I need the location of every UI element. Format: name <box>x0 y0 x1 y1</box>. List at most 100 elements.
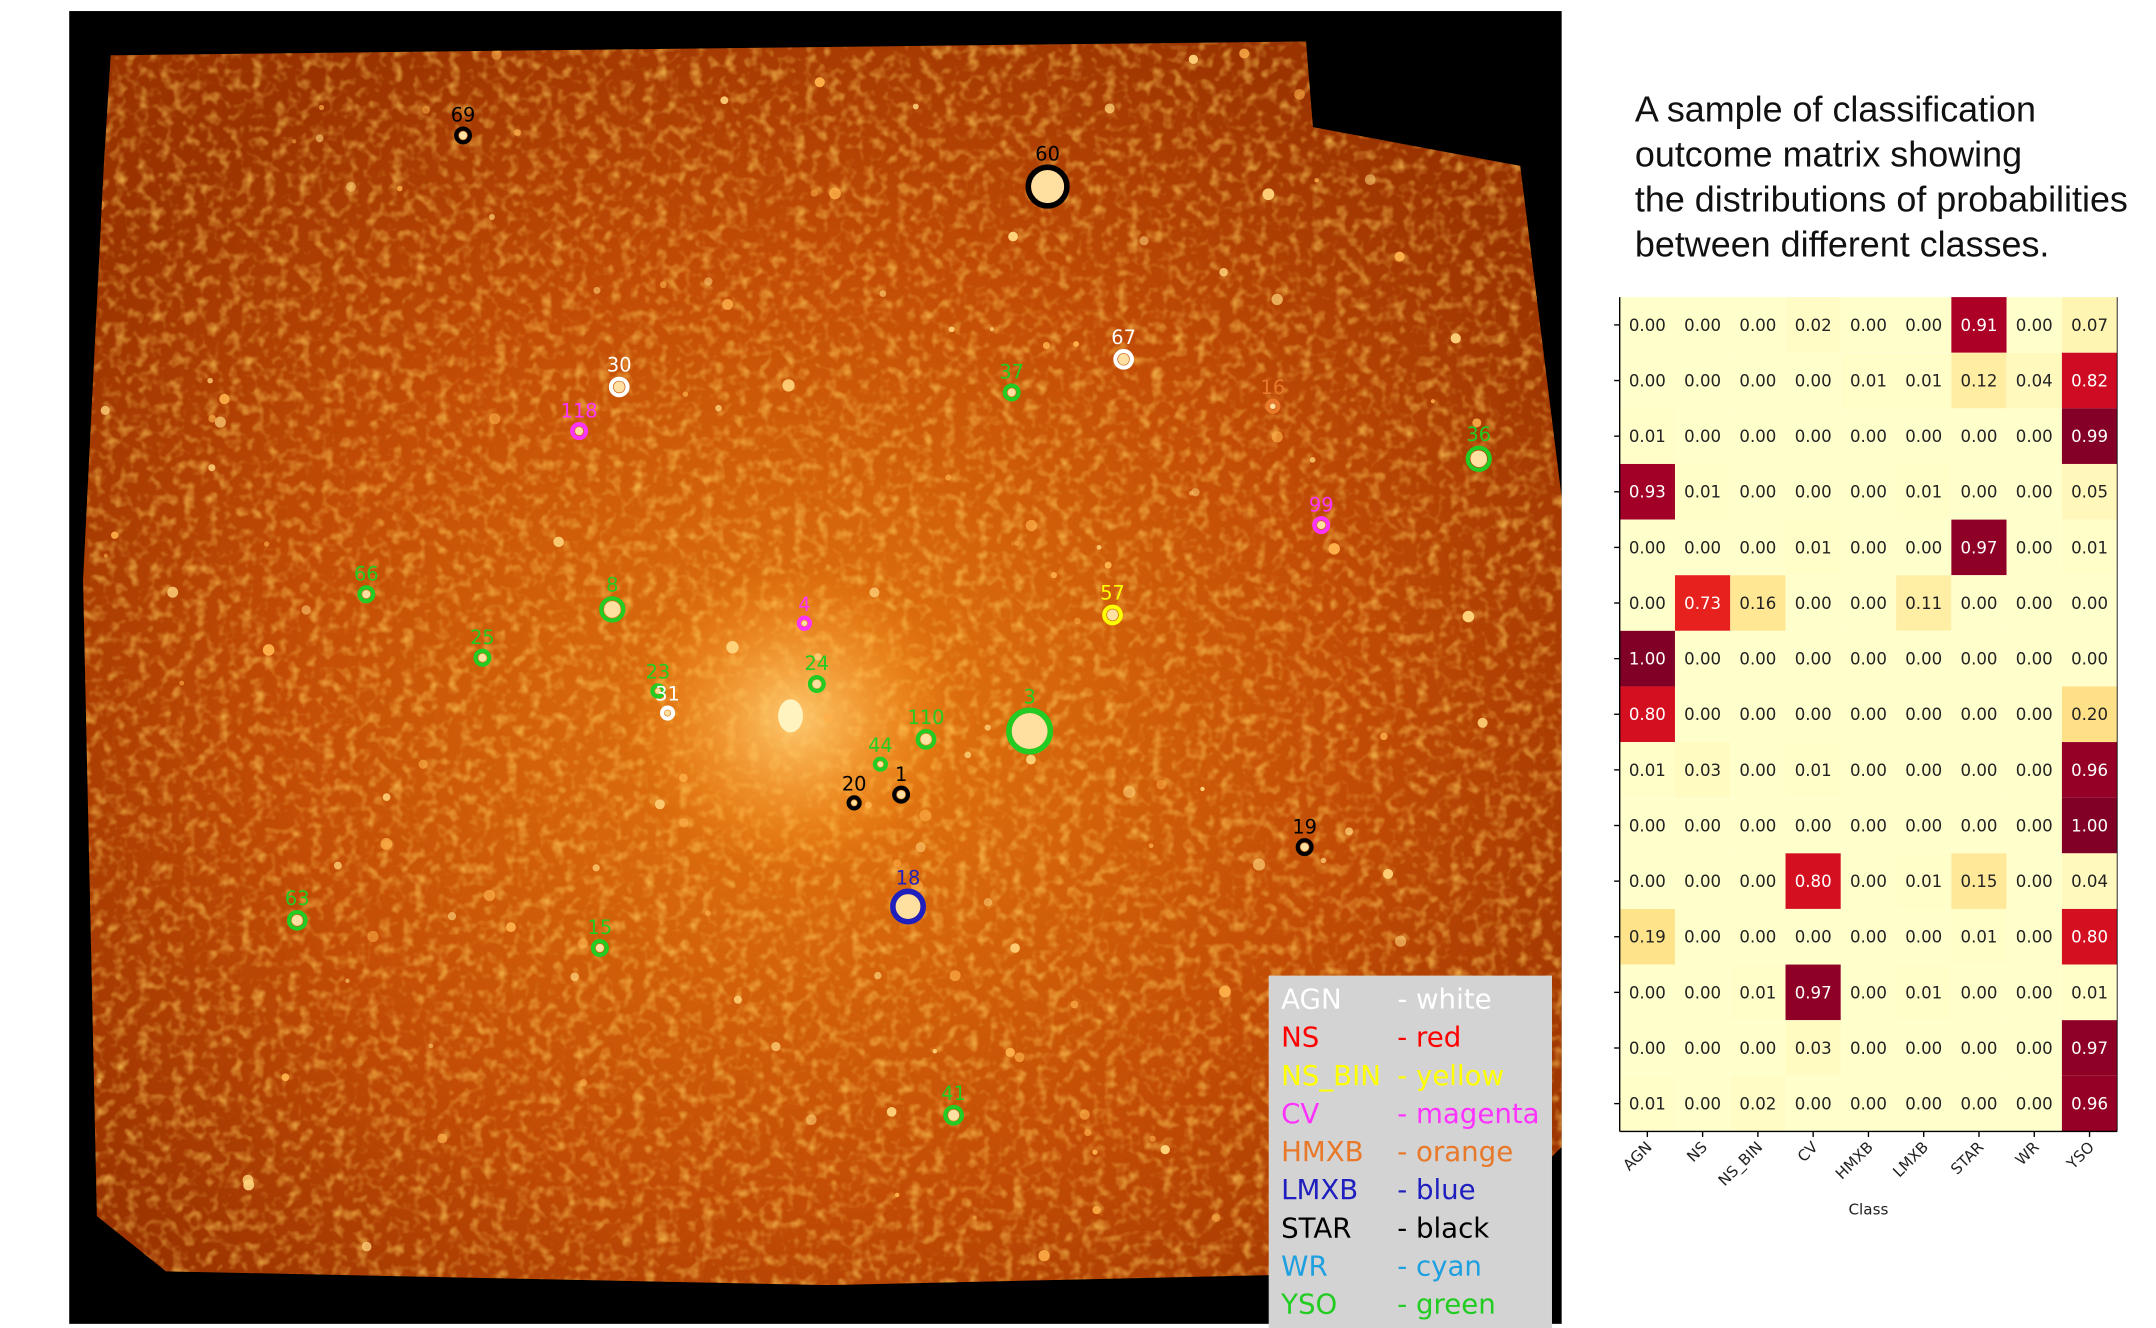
cell-value: 0.00 <box>2016 705 2053 724</box>
cell-value: 0.00 <box>1905 816 1942 835</box>
cell-value: 0.00 <box>1739 650 1776 669</box>
cell-value: 0.97 <box>2071 1039 2108 1058</box>
legend-name: YSO <box>1280 1288 1337 1321</box>
star-spot <box>243 1180 254 1191</box>
legend-name: HMXB <box>1281 1135 1363 1168</box>
cell-value: 0.00 <box>1850 1039 1887 1058</box>
cell-value: 0.00 <box>1961 650 1998 669</box>
source-label: 36 <box>1466 423 1491 446</box>
figure: 6960673011837163699668252331424573110441… <box>0 0 2156 1328</box>
cell-value: 0.80 <box>1795 872 1832 891</box>
source-core <box>1031 170 1064 203</box>
cell-value: 0.00 <box>2016 983 2053 1002</box>
star-spot <box>1074 618 1080 624</box>
star-spot <box>949 326 955 332</box>
source-label: 18 <box>896 866 921 889</box>
star-spot <box>1431 399 1435 403</box>
legend-color-name: - blue <box>1397 1173 1475 1206</box>
star-spot <box>1271 294 1282 305</box>
source-core <box>362 590 370 598</box>
cell-value: 0.01 <box>1850 371 1887 390</box>
description-line: outcome matrix showing <box>1635 134 2022 175</box>
star-spot <box>167 587 178 598</box>
cell-value: 0.00 <box>1684 371 1721 390</box>
star-spot <box>264 541 269 546</box>
cell-value: 0.00 <box>1795 371 1832 390</box>
source-core <box>1270 404 1276 410</box>
star-spot <box>207 378 213 384</box>
cell-value: 0.00 <box>1961 1039 1998 1058</box>
source-label: 57 <box>1100 582 1125 605</box>
star-spot <box>984 898 992 906</box>
cell-value: 0.96 <box>2071 761 2108 780</box>
cell-value: 0.00 <box>1629 1039 1666 1058</box>
star-spot <box>362 1242 372 1252</box>
star-spot <box>1219 268 1228 277</box>
star-spot <box>782 379 794 391</box>
star-spot <box>655 799 665 809</box>
cell-value: 0.00 <box>1739 483 1776 502</box>
star-spot <box>1451 333 1461 343</box>
star-spot <box>553 537 564 548</box>
star-spot <box>179 681 184 686</box>
star-spot <box>1006 1048 1015 1057</box>
cell-value: 0.00 <box>1684 1094 1721 1113</box>
star-spot <box>705 910 710 915</box>
legend-color-name: - black <box>1397 1211 1489 1244</box>
star-spot <box>715 405 722 412</box>
cell-value: 0.00 <box>1739 538 1776 557</box>
star-spot <box>292 139 296 143</box>
cell-value: 1.00 <box>1629 650 1666 669</box>
cell-value: 0.01 <box>1905 983 1942 1002</box>
description-line: the distributions of probabilities <box>1635 178 2128 219</box>
source-label: 24 <box>805 652 830 675</box>
star-spot <box>1084 1129 1091 1136</box>
source-label: 66 <box>354 562 379 585</box>
star-spot <box>215 417 226 428</box>
star-spot <box>104 554 108 558</box>
cell-value: 0.00 <box>1961 983 1998 1002</box>
cell-value: 0.00 <box>1905 761 1942 780</box>
cell-value: 0.00 <box>1684 983 1721 1002</box>
legend-color-name: - yellow <box>1397 1059 1504 1092</box>
star-spot <box>1015 1052 1025 1062</box>
cell-value: 0.00 <box>1905 705 1942 724</box>
star-spot <box>1008 232 1018 242</box>
cell-value: 0.00 <box>1684 316 1721 335</box>
legend-name: STAR <box>1281 1211 1351 1244</box>
source-core <box>614 381 625 392</box>
star-spot <box>1092 1206 1100 1214</box>
star-spot <box>570 973 579 982</box>
star-spot <box>428 1044 433 1049</box>
legend-color-name: - white <box>1397 982 1491 1015</box>
star-spot <box>219 394 229 404</box>
source-label: 4 <box>798 593 810 616</box>
source-label: 30 <box>607 354 632 377</box>
x-tick-label: NS <box>1683 1138 1711 1166</box>
star-spot <box>1043 342 1050 349</box>
cell-value: 0.00 <box>1684 427 1721 446</box>
star-spot <box>419 760 428 769</box>
source-label: 3 <box>1023 685 1035 708</box>
source-label: 25 <box>470 626 495 649</box>
source-label: 99 <box>1309 493 1334 516</box>
cell-value: 0.00 <box>1850 1094 1887 1113</box>
star-spot <box>704 277 712 285</box>
cell-value: 0.00 <box>1961 427 1998 446</box>
source-core <box>896 894 921 919</box>
star-spot <box>1051 572 1057 578</box>
legend-color-name: - red <box>1397 1021 1461 1054</box>
source-label: 16 <box>1261 376 1286 399</box>
x-tick-label: LMXB <box>1889 1138 1932 1181</box>
star-spot <box>383 793 391 801</box>
cell-value: 0.01 <box>1795 538 1832 557</box>
source-core <box>1012 713 1048 749</box>
cell-value: 0.00 <box>2016 483 2053 502</box>
source-label: 69 <box>451 104 476 127</box>
source-core <box>920 734 931 745</box>
cell-value: 0.01 <box>1905 872 1942 891</box>
cell-value: 0.00 <box>1905 538 1942 557</box>
cell-value: 0.01 <box>1905 371 1942 390</box>
star-spot <box>506 922 516 932</box>
